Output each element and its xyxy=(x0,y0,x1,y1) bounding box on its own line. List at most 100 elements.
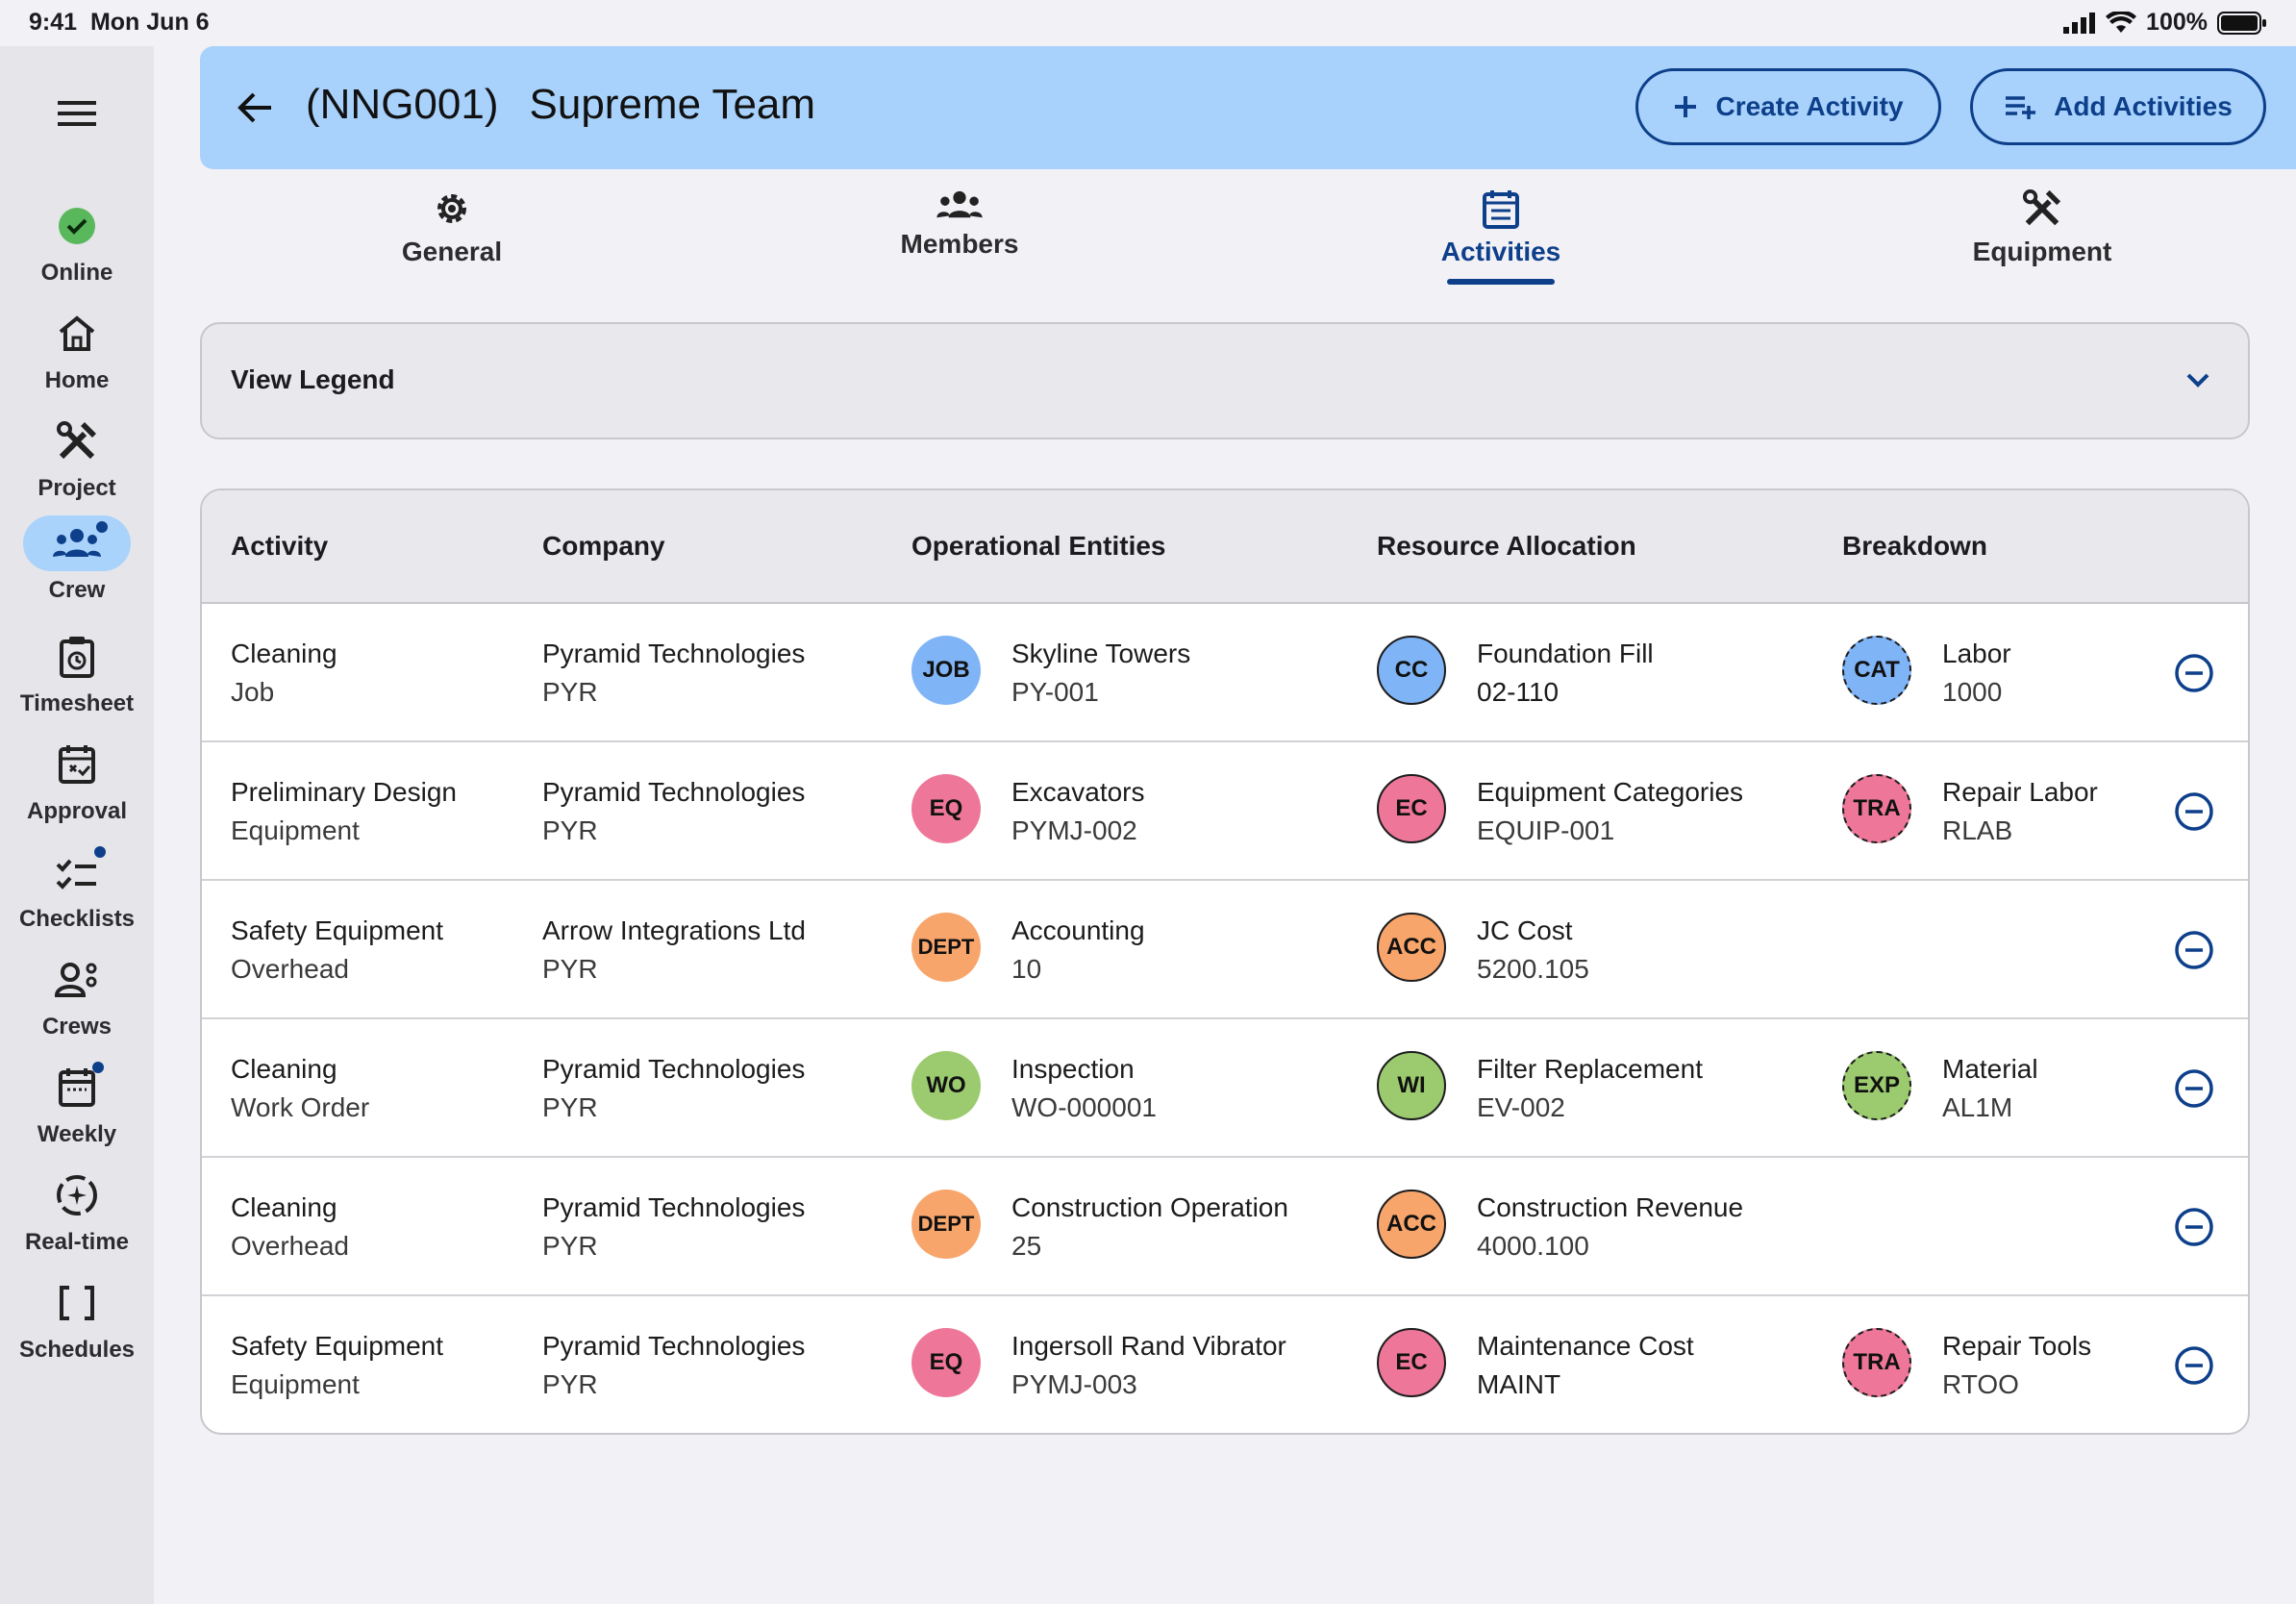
activity-type: Overhead xyxy=(231,954,349,984)
breakdown-code: AL1M xyxy=(1942,1092,2013,1122)
view-legend-accordion[interactable]: View Legend xyxy=(200,322,2250,439)
op-entity-badge: EQ xyxy=(911,1328,981,1397)
minus-circle-icon xyxy=(2175,931,2213,969)
tab-general[interactable]: General xyxy=(327,188,577,267)
remove-row-button[interactable] xyxy=(2173,1206,2215,1248)
sidebar-item-home[interactable]: Home xyxy=(0,306,154,394)
op-entity-name: Inspection xyxy=(1011,1054,1135,1084)
sidebar-item-label: Approval xyxy=(26,798,127,824)
sidebar-item-label: Online xyxy=(40,260,113,286)
op-entity-cell: Accounting 10 xyxy=(1011,912,1145,989)
company-code: PYR xyxy=(542,954,598,984)
sidebar-item-label: Checklists xyxy=(18,906,136,932)
tab-activities[interactable]: Activities xyxy=(1376,188,1626,285)
minus-circle-icon xyxy=(2175,1346,2213,1385)
company-code: PYR xyxy=(542,1092,598,1122)
op-entity-code: WO-000001 xyxy=(1011,1092,1157,1122)
sidebar-item-label: Crew xyxy=(48,577,106,603)
company-name: Pyramid Technologies xyxy=(542,1054,806,1084)
resource-cell: Construction Revenue 4000.100 xyxy=(1477,1189,1743,1266)
sidebar-item-crew[interactable]: Crew xyxy=(0,515,154,604)
checklist-icon xyxy=(56,859,96,890)
tab-members[interactable]: Members xyxy=(835,188,1085,260)
resource-name: Foundation Fill xyxy=(1477,639,1654,668)
sidebar-item-label: Weekly xyxy=(37,1121,117,1147)
company-code: PYR xyxy=(542,677,598,707)
resource-cell: Foundation Fill 02-110 xyxy=(1477,635,1654,712)
nav-icon-wrap xyxy=(23,198,131,254)
op-entity-badge: DEPT xyxy=(911,1190,981,1259)
members-icon xyxy=(936,190,983,218)
create-activity-button[interactable]: Create Activity xyxy=(1635,68,1941,145)
activities-table: Activity Company Operational Entities Re… xyxy=(200,489,2250,1435)
activity-cell: Safety Equipment Equipment xyxy=(231,1327,443,1404)
op-entity-badge: WO xyxy=(911,1051,981,1120)
sidebar-item-checklists[interactable]: Checklists xyxy=(0,844,154,933)
op-entity-cell: Inspection WO-000001 xyxy=(1011,1050,1157,1127)
nav-icon-wrap xyxy=(23,1060,131,1115)
breakdown-name: Material xyxy=(1942,1054,2038,1084)
table-header: Activity Company Operational Entities Re… xyxy=(202,490,2248,604)
resource-code: 5200.105 xyxy=(1477,954,1589,984)
company-code: PYR xyxy=(542,815,598,845)
brackets-icon xyxy=(60,1286,94,1320)
op-entity-name: Construction Operation xyxy=(1011,1192,1288,1222)
activity-cell: Safety Equipment Overhead xyxy=(231,912,443,989)
battery-icon xyxy=(2217,11,2266,35)
remove-row-button[interactable] xyxy=(2173,652,2215,694)
remove-row-button[interactable] xyxy=(2173,790,2215,833)
sidebar-item-weekly[interactable]: Weekly xyxy=(0,1060,154,1148)
team-code: (NNG001) xyxy=(306,81,499,128)
company-cell: Pyramid Technologies PYR xyxy=(542,1050,805,1127)
table-row[interactable]: Preliminary Design Equipment Pyramid Tec… xyxy=(202,742,2248,881)
hamburger-menu-button[interactable] xyxy=(54,94,100,133)
table-row[interactable]: Cleaning Job Pyramid Technologies PYR JO… xyxy=(202,604,2248,742)
company-cell: Pyramid Technologies PYR xyxy=(542,635,805,712)
sidebar-item-schedules[interactable]: Schedules xyxy=(0,1275,154,1364)
op-entity-badge: JOB xyxy=(911,636,981,705)
tab-label: Equipment xyxy=(1972,237,2112,266)
sidebar-item-project[interactable]: Project xyxy=(0,414,154,502)
remove-row-button[interactable] xyxy=(2173,929,2215,971)
chevron-down-icon xyxy=(2186,373,2209,388)
sidebar-item-label: Schedules xyxy=(18,1337,136,1363)
sidebar-item-label: Project xyxy=(37,475,116,501)
add-activities-button[interactable]: Add Activities xyxy=(1970,68,2266,145)
sidebar-item-crews[interactable]: Crews xyxy=(0,952,154,1040)
activity-name: Safety Equipment xyxy=(231,915,444,945)
breakdown-name: Labor xyxy=(1942,639,2011,668)
breakdown-badge: TRA xyxy=(1842,774,1911,843)
resource-code: MAINT xyxy=(1477,1369,1561,1399)
minus-circle-icon xyxy=(2175,654,2213,692)
company-cell: Arrow Integrations Ltd PYR xyxy=(542,912,806,989)
table-row[interactable]: Cleaning Overhead Pyramid Technologies P… xyxy=(202,1158,2248,1296)
sidebar-item-label: Real-time xyxy=(24,1229,130,1255)
sidebar-item-online[interactable]: Online xyxy=(0,198,154,287)
sidebar-item-realtime[interactable]: Real-time xyxy=(0,1167,154,1256)
nav-icon-wrap xyxy=(23,414,131,469)
wifi-icon xyxy=(2106,11,2137,33)
remove-row-button[interactable] xyxy=(2173,1344,2215,1387)
activity-name: Preliminary Design xyxy=(231,777,457,807)
tab-equipment[interactable]: Equipment xyxy=(1917,188,2167,267)
back-button[interactable] xyxy=(229,81,283,135)
nav-icon-wrap xyxy=(23,629,131,685)
status-bar: 9:41 Mon Jun 6 100% xyxy=(0,0,2296,46)
activities-icon xyxy=(1483,190,1519,229)
table-row[interactable]: Safety Equipment Overhead Arrow Integrat… xyxy=(202,881,2248,1019)
add-activities-label: Add Activities xyxy=(2054,91,2233,121)
resource-badge: ACC xyxy=(1377,1190,1446,1259)
company-code: PYR xyxy=(542,1231,598,1261)
sidebar: Online Home Project Crew Timesheet Appro… xyxy=(0,46,154,1604)
table-row[interactable]: Cleaning Work Order Pyramid Technologies… xyxy=(202,1019,2248,1158)
sidebar-item-approval[interactable]: Approval xyxy=(0,737,154,825)
breakdown-cell: Material AL1M xyxy=(1942,1050,2038,1127)
op-entity-cell: Construction Operation 25 xyxy=(1011,1189,1288,1266)
table-row[interactable]: Safety Equipment Equipment Pyramid Techn… xyxy=(202,1296,2248,1433)
gear-icon xyxy=(437,194,466,223)
op-entity-name: Accounting xyxy=(1011,915,1145,945)
column-header: Breakdown xyxy=(1842,531,1987,561)
sidebar-item-label: Crews xyxy=(41,1014,112,1040)
sidebar-item-timesheet[interactable]: Timesheet xyxy=(0,629,154,717)
remove-row-button[interactable] xyxy=(2173,1067,2215,1110)
